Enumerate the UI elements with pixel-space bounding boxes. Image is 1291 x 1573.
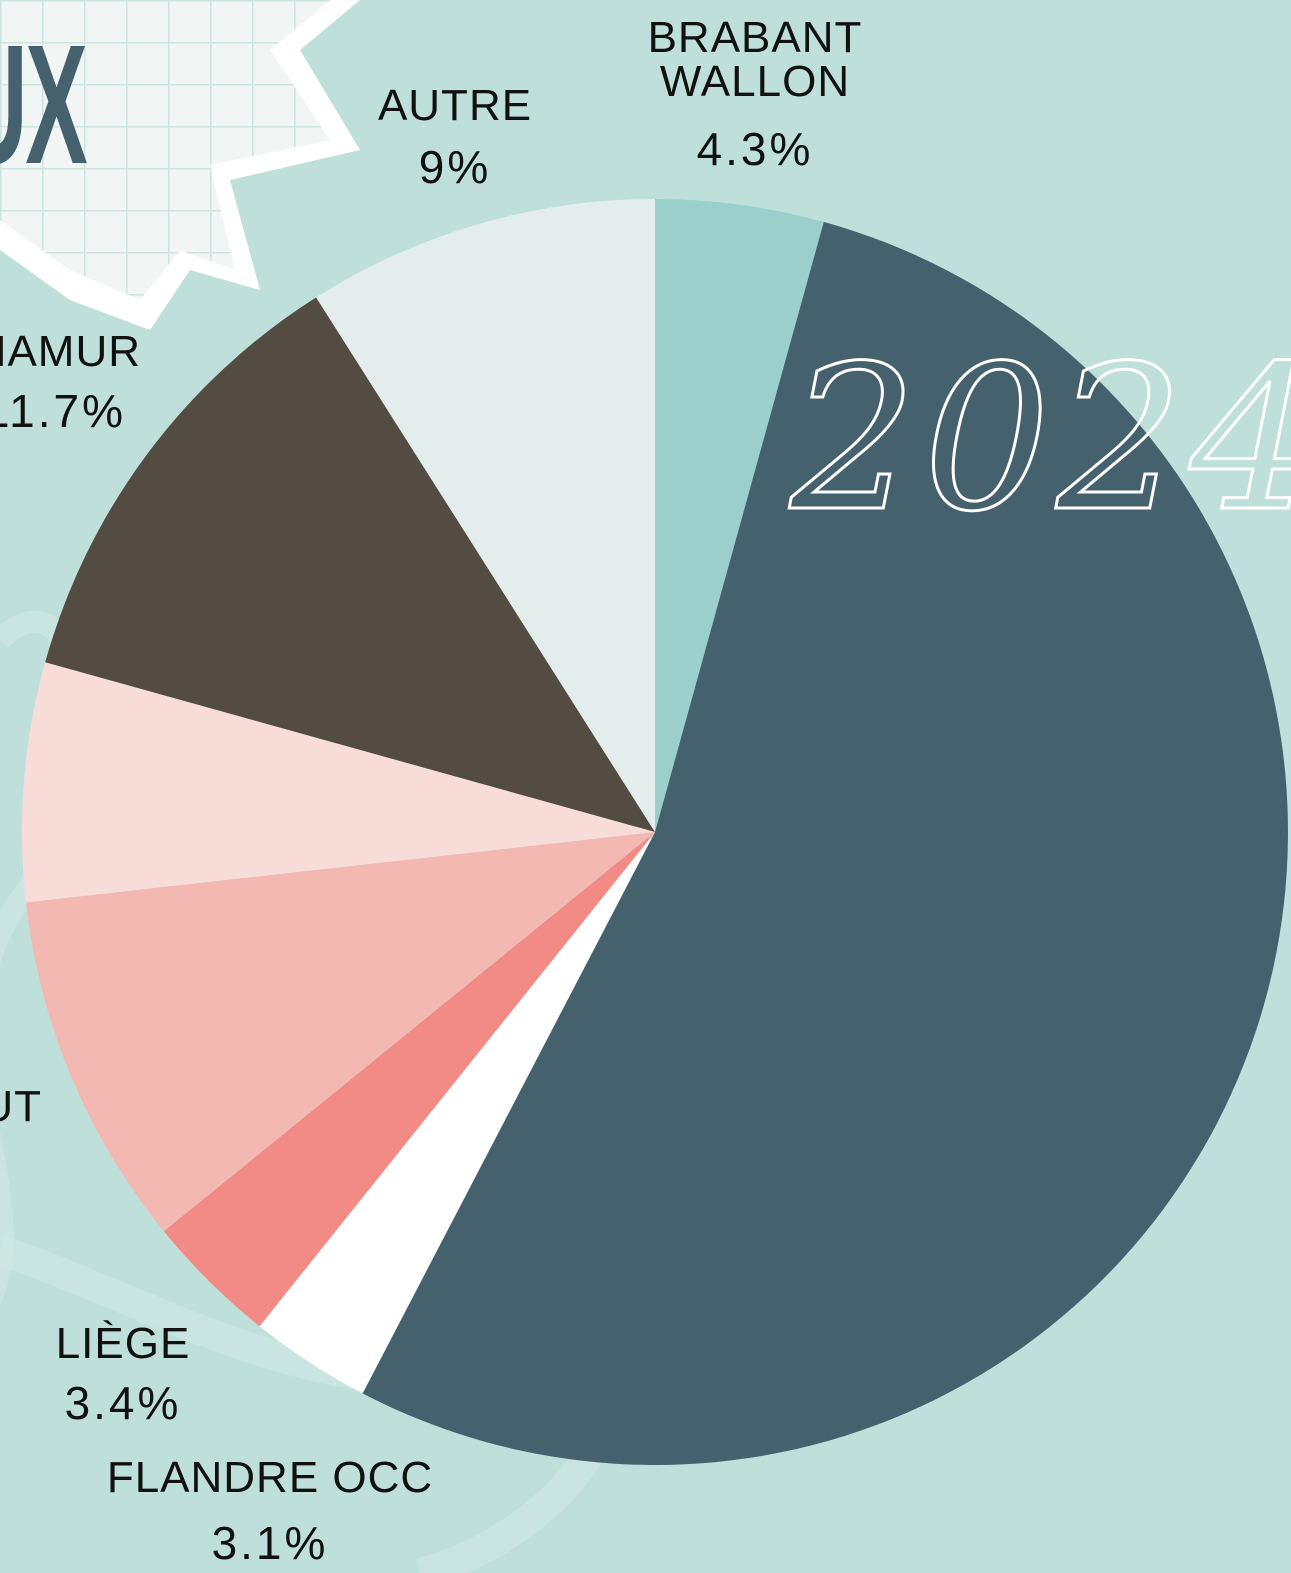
pie-slice <box>316 199 655 832</box>
value-label: 4.3% <box>696 123 814 175</box>
value-label: 11.7% <box>0 385 126 437</box>
pie-slice <box>25 832 656 1232</box>
slice-label: BRABANT WALLON <box>647 13 863 106</box>
value-label: 3.1% <box>211 1517 329 1569</box>
title: UX <box>0 10 88 200</box>
value-label: 3.4% <box>64 1377 182 1429</box>
value-label: 9% <box>418 141 492 193</box>
pie-slice <box>22 662 656 903</box>
pie-slice <box>362 221 1288 1465</box>
slice-label: FLANDRE OCC <box>106 1453 434 1502</box>
annotation: 2024 <box>789 323 1291 556</box>
slice-label: HAINAUT <box>0 1082 42 1131</box>
slice-label: AUTRE <box>377 81 533 130</box>
slice-label: NAMUR <box>0 327 141 376</box>
pie-slice <box>259 832 655 1394</box>
pie-slice <box>163 832 655 1327</box>
pie-slice <box>45 297 656 833</box>
pie-slice <box>655 199 824 832</box>
slice-label: LIÈGE <box>55 1319 191 1368</box>
